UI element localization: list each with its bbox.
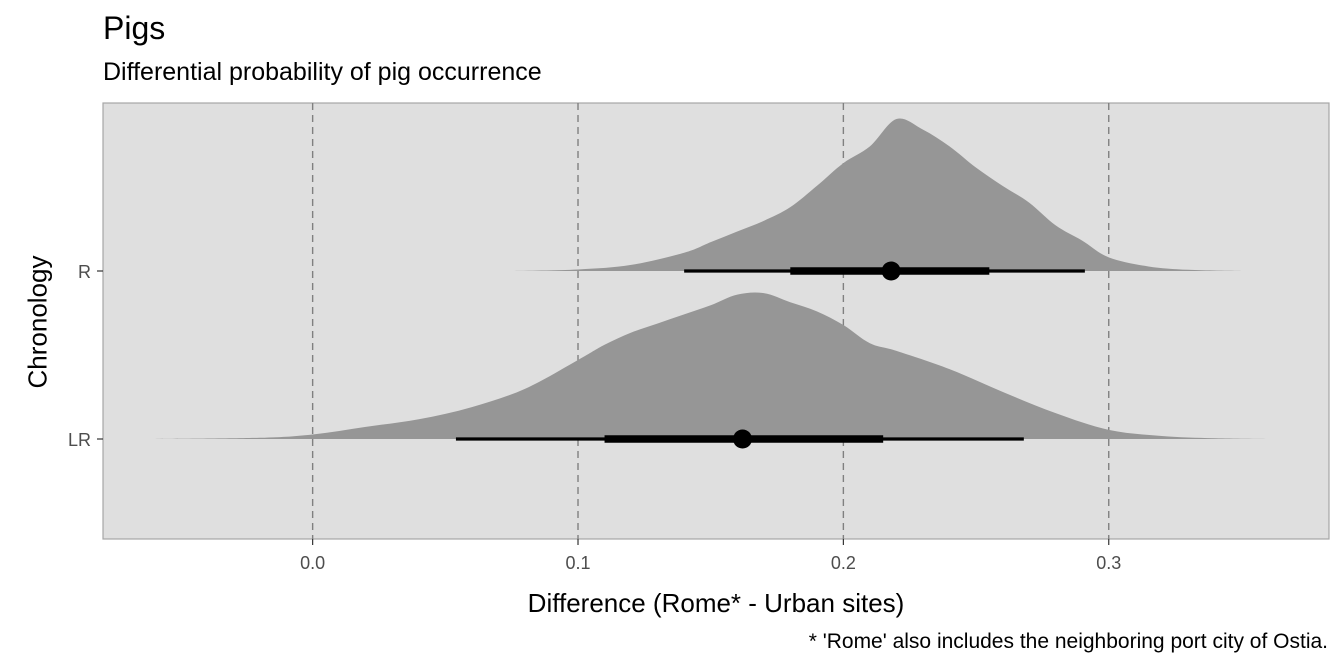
x-tick-label: 0.2 <box>831 553 856 573</box>
chart-caption: * 'Rome' also includes the neighboring p… <box>808 630 1328 653</box>
chart-subtitle: Differential probability of pig occurren… <box>103 58 542 86</box>
y-axis-label: Chronology <box>22 255 53 389</box>
y-axis-ticks: R LR <box>68 262 103 450</box>
x-axis-ticks: 0.0 0.1 0.2 0.3 <box>300 539 1121 573</box>
x-tick-label: 0.0 <box>300 553 325 573</box>
x-axis-label: Difference (Rome* - Urban sites) <box>527 588 905 618</box>
density-LR <box>153 292 1274 439</box>
point-estimate-R <box>881 261 901 281</box>
point-estimate-LR <box>733 429 753 449</box>
density-R <box>511 118 1242 271</box>
x-tick-label: 0.1 <box>565 553 590 573</box>
chart-title: Pigs <box>103 10 166 46</box>
x-tick-label: 0.3 <box>1096 553 1121 573</box>
y-tick-label: R <box>78 262 91 282</box>
density-layer <box>153 118 1274 439</box>
interval-layer <box>455 261 1085 449</box>
y-tick-label: LR <box>68 430 91 450</box>
